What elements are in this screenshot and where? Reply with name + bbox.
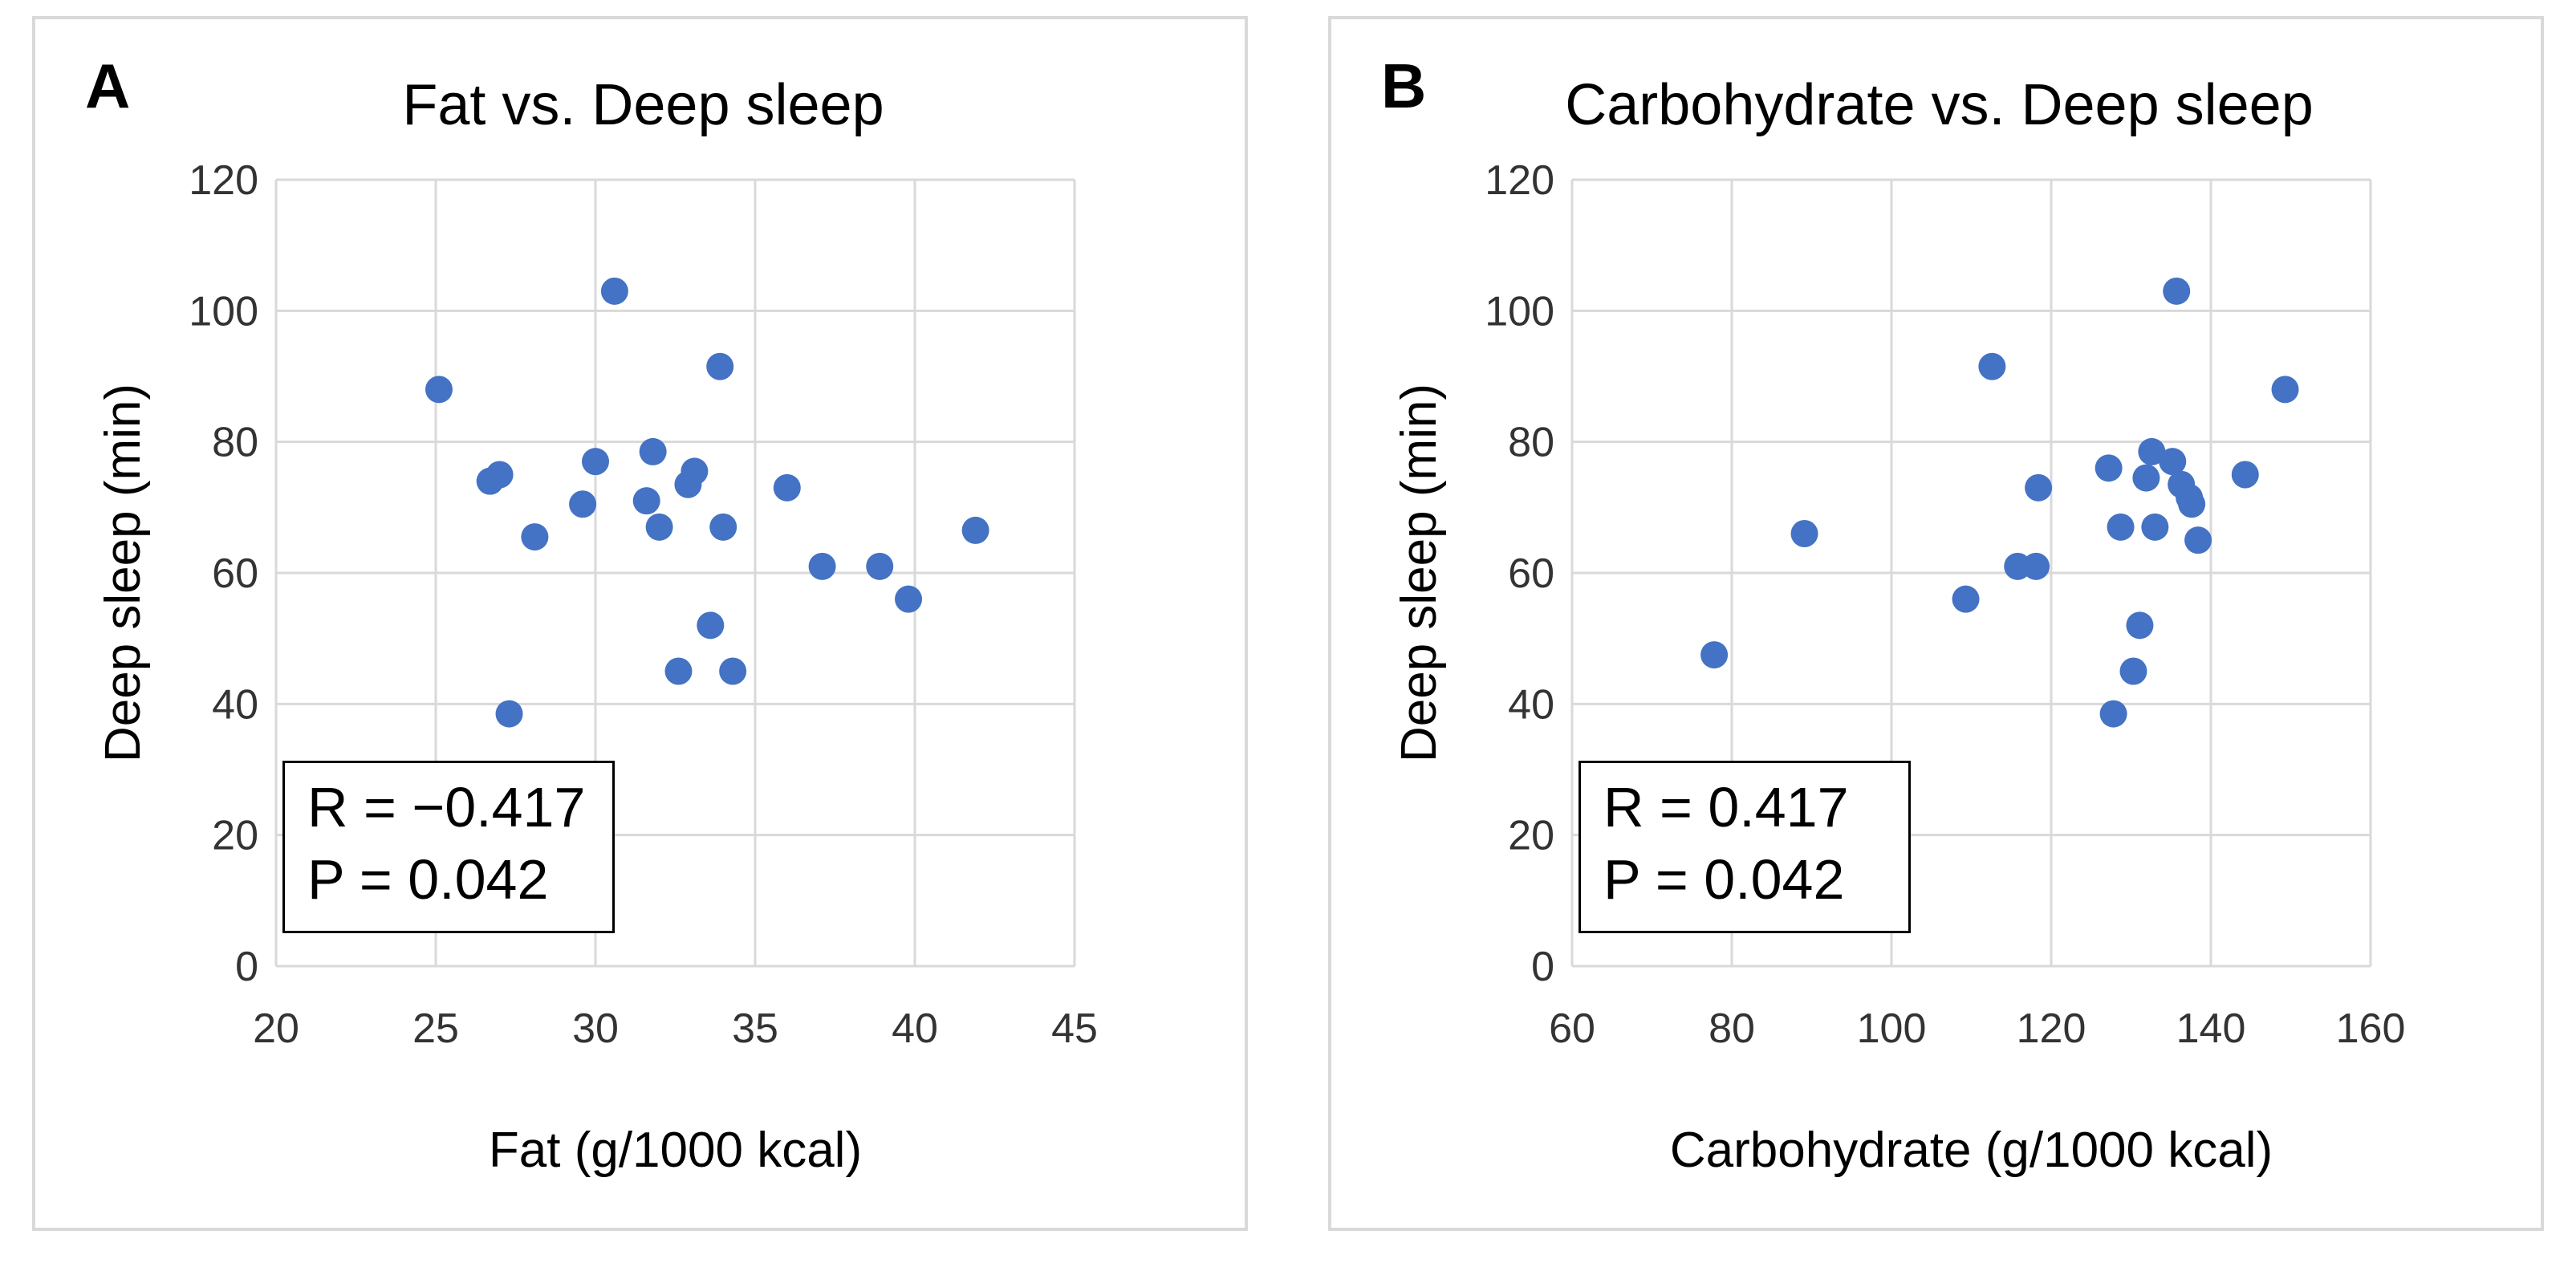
y-tick-label: 40 (212, 681, 258, 728)
p-value: P = 0.042 (307, 847, 549, 911)
x-tick-label: 140 (2176, 1005, 2246, 1052)
panel-label: B (1381, 51, 1427, 121)
y-axis-label: Deep sleep (min) (1392, 384, 1447, 762)
data-point (961, 516, 989, 544)
data-point (719, 657, 747, 685)
data-point (2178, 490, 2206, 518)
data-point (2141, 513, 2169, 541)
y-tick-label: 100 (1485, 288, 1554, 335)
y-tick-label: 60 (212, 550, 258, 597)
data-point (2184, 526, 2212, 554)
x-tick-label: 100 (1857, 1005, 1927, 1052)
y-tick-label: 60 (1508, 550, 1554, 597)
data-point (709, 513, 737, 541)
data-point (645, 513, 673, 541)
data-point (582, 448, 609, 476)
data-point (632, 487, 660, 515)
x-tick-label: 60 (1549, 1005, 1595, 1052)
scatter-plot-b: 60 80 100 120 140 160 0 20 40 60 80 100 120 Carbohydr… (1392, 157, 2406, 1178)
data-point (664, 657, 693, 685)
data-point (2163, 277, 2191, 305)
y-tick-label: 80 (212, 420, 258, 466)
chart-panel-a: A Fat vs. Deep sleep 20 25 30 35 40 45 0 20 40 60… (32, 16, 1248, 1231)
p-value: P = 0.042 (1603, 847, 1845, 911)
data-point (425, 376, 453, 404)
data-point (2126, 611, 2154, 640)
panel-label: A (85, 51, 131, 121)
chart-title: Carbohydrate vs. Deep sleep (1565, 73, 2314, 137)
y-tick-label: 20 (1508, 813, 1554, 859)
data-point (895, 585, 923, 613)
r-value: R = −0.417 (307, 775, 586, 839)
correlation-annotation: R = 0.417 P = 0.042 (1579, 760, 1911, 933)
data-point (569, 490, 597, 518)
data-point (697, 611, 725, 640)
data-point (1700, 641, 1729, 669)
data-point (1952, 585, 1980, 613)
y-tick-label: 120 (1485, 157, 1554, 204)
scatter-plot-a: 20 25 30 35 40 45 0 20 40 60 80 100 120 Fat (g/1000 k… (95, 157, 1098, 1178)
x-tick-label: 35 (732, 1005, 778, 1052)
data-point (2022, 552, 2050, 580)
y-tick-label: 0 (235, 944, 258, 990)
y-tick-label: 120 (189, 157, 258, 204)
x-tick-label: 80 (1709, 1005, 1755, 1052)
data-point (495, 700, 523, 728)
data-point (2119, 657, 2147, 685)
data-point (2107, 513, 2135, 541)
data-point (2025, 473, 2053, 502)
x-axis-label: Fat (g/1000 kcal) (489, 1123, 862, 1178)
data-point (639, 437, 667, 465)
y-tick-label: 20 (212, 813, 258, 859)
data-point (2095, 454, 2123, 482)
y-tick-label: 100 (189, 288, 258, 335)
y-tick-label: 0 (1531, 944, 1554, 990)
data-point (2099, 700, 2127, 728)
y-tick-label: 40 (1508, 681, 1554, 728)
x-tick-label: 20 (253, 1005, 299, 1052)
data-point (486, 461, 514, 489)
data-point (600, 277, 628, 305)
data-point (773, 473, 801, 502)
correlation-annotation: R = −0.417 P = 0.042 (282, 760, 615, 933)
chart-title: Fat vs. Deep sleep (402, 73, 884, 137)
data-point (521, 523, 549, 551)
x-tick-label: 120 (2017, 1005, 2086, 1052)
data-point (2138, 437, 2166, 465)
x-axis-label: Carbohydrate (g/1000 kcal) (1670, 1123, 2273, 1178)
data-point (2231, 461, 2259, 489)
data-point (808, 552, 836, 580)
data-point (2159, 448, 2187, 476)
chart-panel-b: B Carbohydrate vs. Deep sleep 60 80 100 120… (1328, 16, 2544, 1231)
x-tick-label: 45 (1051, 1005, 1098, 1052)
y-axis-label: Deep sleep (min) (95, 384, 151, 762)
data-point (2271, 376, 2299, 404)
x-tick-label: 40 (892, 1005, 938, 1052)
r-value: R = 0.417 (1603, 775, 1849, 839)
data-point (2132, 464, 2160, 492)
y-tick-label: 80 (1508, 420, 1554, 466)
data-point (866, 552, 894, 580)
data-point (681, 457, 709, 485)
x-tick-label: 25 (412, 1005, 459, 1052)
x-tick-label: 30 (572, 1005, 619, 1052)
data-point (1790, 520, 1818, 547)
data-point (1978, 352, 2006, 380)
data-point (706, 352, 734, 380)
x-tick-label: 160 (2336, 1005, 2406, 1052)
